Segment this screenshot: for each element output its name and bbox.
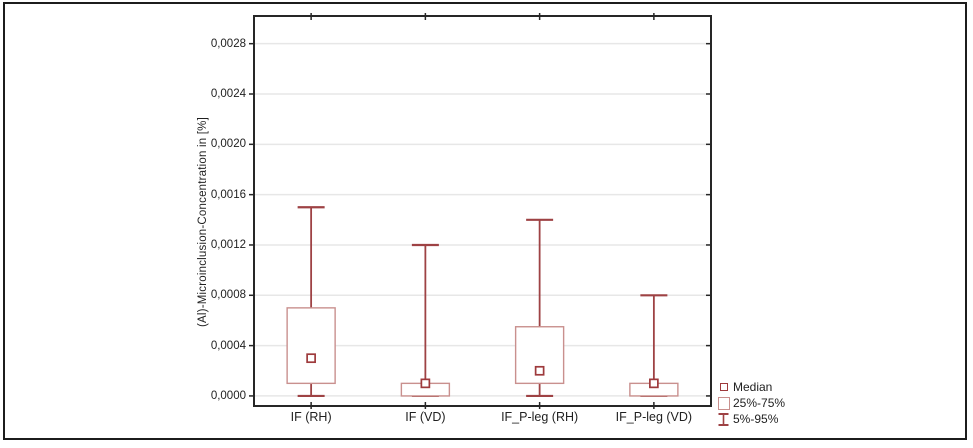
figure-frame [3, 2, 967, 440]
plot-border [253, 15, 712, 407]
y-tick-label: 0,0012 [210, 238, 246, 251]
iqr-box-icon [717, 396, 730, 410]
median-marker [534, 365, 545, 376]
x-category-label: IF (RH) [290, 410, 332, 424]
legend-label-iqr: 25%-75% [733, 396, 786, 410]
whisker-ibeam-icon [718, 412, 729, 426]
median-marker [649, 378, 659, 389]
y-tick-label: 0,0004 [210, 339, 246, 352]
x-category-label: IF (VD) [405, 410, 446, 424]
legend-item-median: Median [714, 379, 785, 395]
legend: Median 25%-75% 5%-95% [714, 379, 785, 427]
y-tick-label: 0,0024 [210, 88, 246, 100]
median-marker [306, 353, 316, 364]
legend-label-median: Median [733, 380, 773, 394]
legend-label-whisker: 5%-95% [733, 412, 779, 426]
x-category-label: IF_P-leg (RH) [501, 410, 579, 424]
x-category-label: IF_P-leg (VD) [615, 410, 693, 424]
iqr-box [286, 307, 336, 385]
median-marker [420, 378, 431, 389]
y-tick-label: 0,0016 [210, 188, 246, 201]
legend-item-whisker: 5%-95% [714, 411, 785, 427]
y-tick-label: 0,0008 [210, 289, 246, 302]
median-marker-icon [719, 383, 728, 391]
y-tick-label: 0,0000 [210, 389, 246, 402]
y-tick-label: 0,0028 [210, 37, 246, 50]
legend-item-iqr: 25%-75% [714, 395, 785, 411]
y-tick-label: 0,0020 [210, 138, 246, 151]
